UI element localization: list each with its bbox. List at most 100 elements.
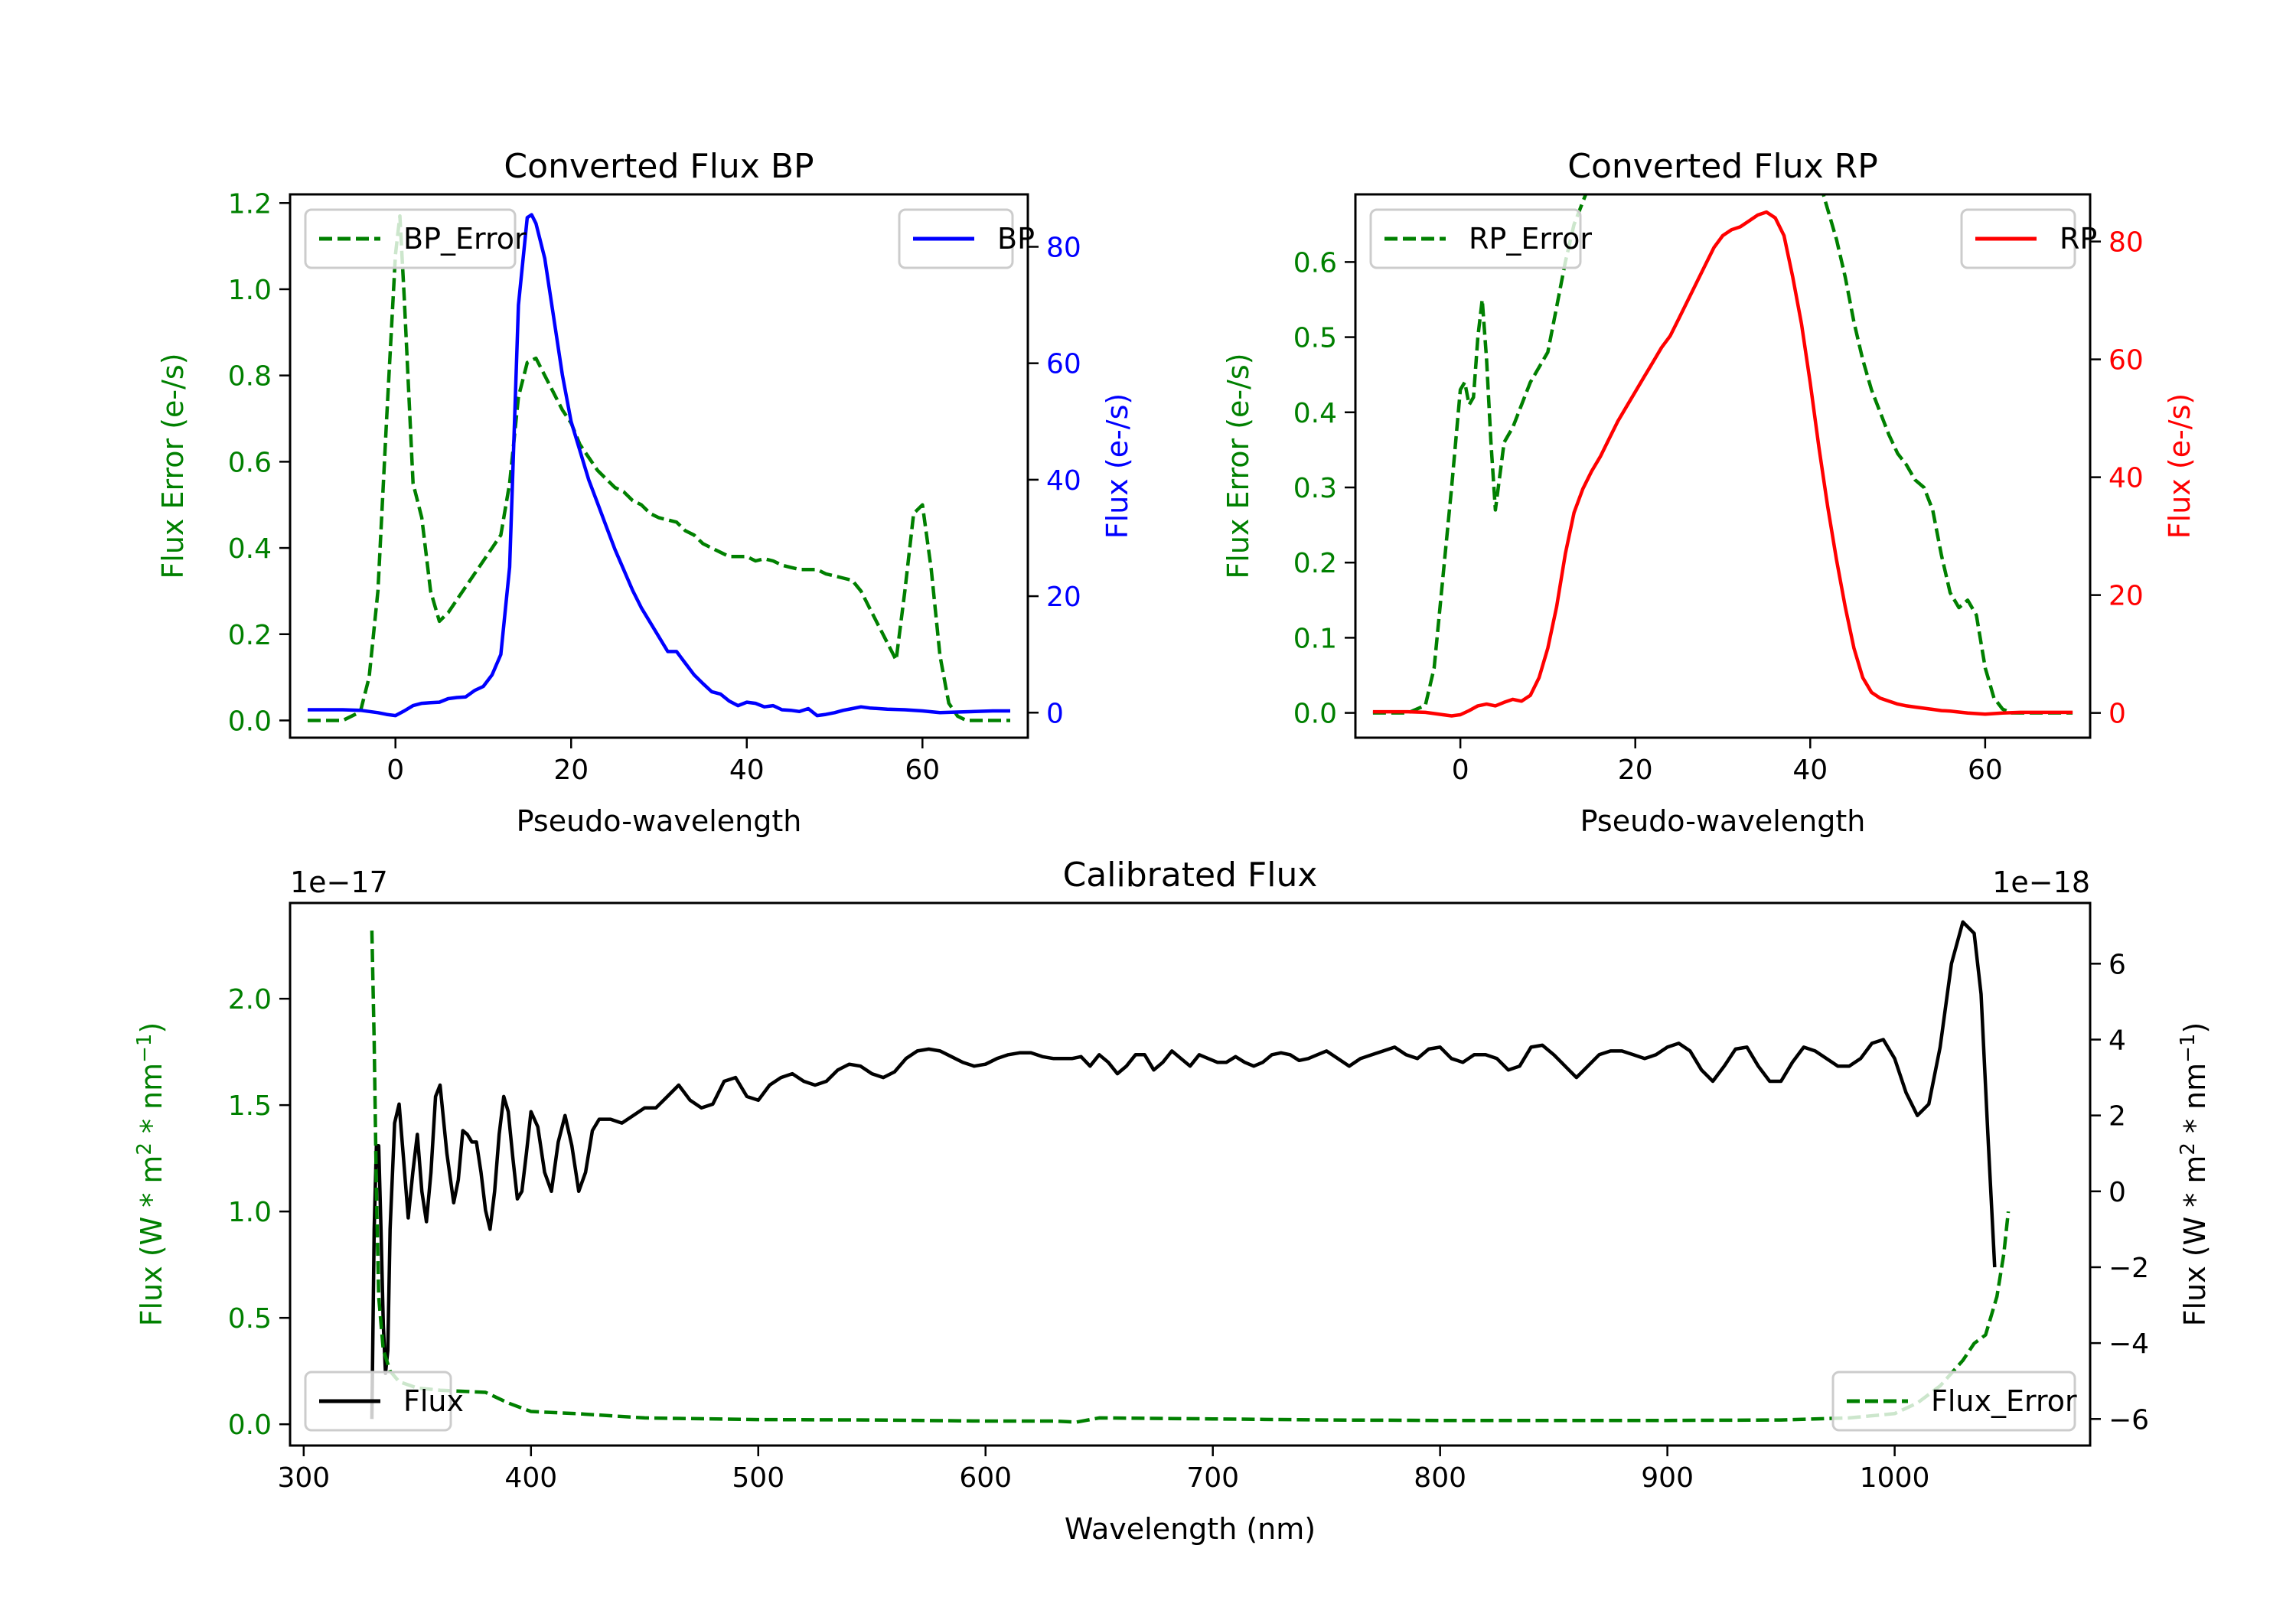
legend-box xyxy=(1369,208,1582,269)
cal-left-ytick-label: 0.0 xyxy=(228,1410,272,1441)
cal-left-ytick-label: 2.0 xyxy=(228,984,272,1015)
cal-xtick-label: 900 xyxy=(1641,1462,1694,1494)
cal-xtick-label: 400 xyxy=(504,1462,557,1494)
bp-left-ylabel: Flux Error (e-/s) xyxy=(156,353,190,579)
rp-left-ytick-label: 0.6 xyxy=(1293,247,1337,279)
cal-legend-flux: Flux xyxy=(304,1371,464,1432)
cal-left-ytick-label: 0.5 xyxy=(228,1303,272,1335)
ylabel-part: −1 xyxy=(133,1034,156,1063)
cal-left-ytick-label: 1.0 xyxy=(228,1197,272,1228)
legend-box xyxy=(1831,1371,2076,1432)
cal-right-ytick-label: −2 xyxy=(2108,1253,2149,1284)
ylabel-part: * nm xyxy=(2178,1063,2212,1143)
rp-xtick-label: 20 xyxy=(1618,755,1653,786)
cal-xtick-label: 1000 xyxy=(1860,1462,1930,1494)
legend-label: BP_Error xyxy=(403,222,527,256)
rp-xtick-label: 60 xyxy=(1968,755,2003,786)
bp-series-bp xyxy=(308,213,1010,718)
bp-right-ytick-label: 80 xyxy=(1046,232,1081,263)
rp-right-ytick-label: 40 xyxy=(2108,463,2144,494)
rp-title: Converted Flux RP xyxy=(1567,147,1878,186)
bp-xtick-label: 20 xyxy=(553,755,589,786)
ylabel-part: ) xyxy=(2178,1022,2212,1034)
cal-xtick-label: 500 xyxy=(732,1462,784,1494)
bp-axes-frame xyxy=(289,193,1029,739)
bp-xtick-label: 40 xyxy=(729,755,765,786)
legend-label: Flux xyxy=(403,1384,464,1418)
bp-left-ytick-label: 0.8 xyxy=(228,361,272,393)
bp-left-ytick-label: 0.2 xyxy=(228,620,272,651)
cal-right-ylabel: Flux (W * m2 * nm−1) xyxy=(2177,1022,2212,1327)
cal-right-ytick-label: −4 xyxy=(2108,1328,2149,1360)
rp-left-ytick-label: 0.2 xyxy=(1293,548,1337,579)
rp-xtick-label: 40 xyxy=(1792,755,1828,786)
cal-right-ytick-label: 0 xyxy=(2108,1177,2126,1208)
cal-left-ylabel: Flux (W * m2 * nm−1) xyxy=(133,1022,168,1327)
ylabel-part: 2 xyxy=(2177,1143,2200,1156)
cal-xtick-label: 300 xyxy=(277,1462,330,1494)
cal-right-offset-text: 1e−18 xyxy=(1992,865,2090,899)
bp-xlabel: Pseudo-wavelength xyxy=(517,804,802,838)
cal-xtick-label: 800 xyxy=(1414,1462,1466,1494)
ylabel-part: ) xyxy=(135,1022,168,1034)
bp-right-ylabel: Flux (e-/s) xyxy=(1101,393,1134,539)
bp-legend-bp-error: BP_Error xyxy=(304,208,527,269)
rp-left-ytick-label: 0.3 xyxy=(1293,473,1337,504)
rp-axes-frame xyxy=(1354,193,2092,739)
rp-series-rp xyxy=(1372,210,2073,718)
rp-left-ytick-label: 0.4 xyxy=(1293,398,1337,429)
rp-legend-rp: RP xyxy=(1960,208,2097,269)
cal-right-ytick-label: −6 xyxy=(2108,1404,2149,1436)
rp-xtick-label: 0 xyxy=(1452,755,1469,786)
cal-series-flux xyxy=(370,920,1997,1420)
calibrated-panel: Calibrated Flux Wavelength (nm) 1e−17 1e… xyxy=(133,856,2212,1546)
bp-right-ytick-label: 40 xyxy=(1046,465,1081,497)
legend-box xyxy=(304,208,517,269)
cal-right-ytick-label: 4 xyxy=(2108,1025,2126,1056)
cal-right-ytick-label: 2 xyxy=(2108,1101,2126,1133)
bp-right-ytick-label: 0 xyxy=(1046,698,1064,729)
rp-panel: Converted Flux RP Pseudo-wavelength Flux… xyxy=(1221,147,2197,838)
cal-xtick-label: 700 xyxy=(1186,1462,1239,1494)
cal-xlabel: Wavelength (nm) xyxy=(1065,1512,1316,1546)
bp-left-ytick-label: 1.2 xyxy=(228,188,272,220)
bp-left-ytick-label: 0.4 xyxy=(228,533,272,565)
bp-left-ytick-label: 0.6 xyxy=(228,447,272,478)
ylabel-part: Flux (W * m xyxy=(2178,1156,2212,1327)
bp-title: Converted Flux BP xyxy=(504,147,814,186)
ylabel-part: 2 xyxy=(133,1143,156,1156)
bp-xtick-label: 60 xyxy=(905,755,940,786)
rp-right-ytick-label: 60 xyxy=(2108,345,2144,376)
rp-legend-rp-error: RP_Error xyxy=(1369,208,1592,269)
rp-right-ytick-label: 20 xyxy=(2108,581,2144,612)
cal-right-ytick-label: 6 xyxy=(2108,949,2126,980)
rp-right-ylabel: Flux (e-/s) xyxy=(2163,393,2197,539)
bp-legend-bp: BP xyxy=(898,208,1035,269)
rp-right-ytick-label: 80 xyxy=(2108,227,2144,259)
ylabel-part: Flux (W * m xyxy=(135,1156,168,1327)
bp-left-ytick-label: 1.0 xyxy=(228,275,272,306)
bp-left-ytick-label: 0.0 xyxy=(228,706,272,737)
bp-right-ytick-label: 60 xyxy=(1046,349,1081,380)
cal-xtick-label: 600 xyxy=(959,1462,1012,1494)
ylabel-part: −1 xyxy=(2177,1034,2200,1063)
cal-axes-frame xyxy=(289,901,2092,1447)
bp-right-ytick-label: 20 xyxy=(1046,582,1081,613)
cal-legend-flux-error: Flux_Error xyxy=(1831,1371,2077,1432)
cal-left-offset-text: 1e−17 xyxy=(290,865,388,899)
legend-label: RP_Error xyxy=(1469,222,1592,256)
rp-left-ylabel: Flux Error (e-/s) xyxy=(1221,353,1255,579)
legend-label: Flux_Error xyxy=(1931,1384,2077,1418)
rp-right-ytick-label: 0 xyxy=(2108,699,2126,730)
rp-series-rp-error xyxy=(1372,194,2073,715)
rp-xlabel: Pseudo-wavelength xyxy=(1580,804,1866,838)
bp-xtick-label: 0 xyxy=(386,755,404,786)
rp-left-ytick-label: 0.0 xyxy=(1293,699,1337,730)
bp-series-bp-error xyxy=(308,214,1010,722)
bp-panel: Converted Flux BP Pseudo-wavelength Flux… xyxy=(156,147,1134,838)
legend-label: BP xyxy=(997,222,1035,256)
cal-left-ytick-label: 1.5 xyxy=(228,1090,272,1122)
rp-left-ytick-label: 0.1 xyxy=(1293,623,1337,654)
legend-label: RP xyxy=(2060,222,2097,256)
